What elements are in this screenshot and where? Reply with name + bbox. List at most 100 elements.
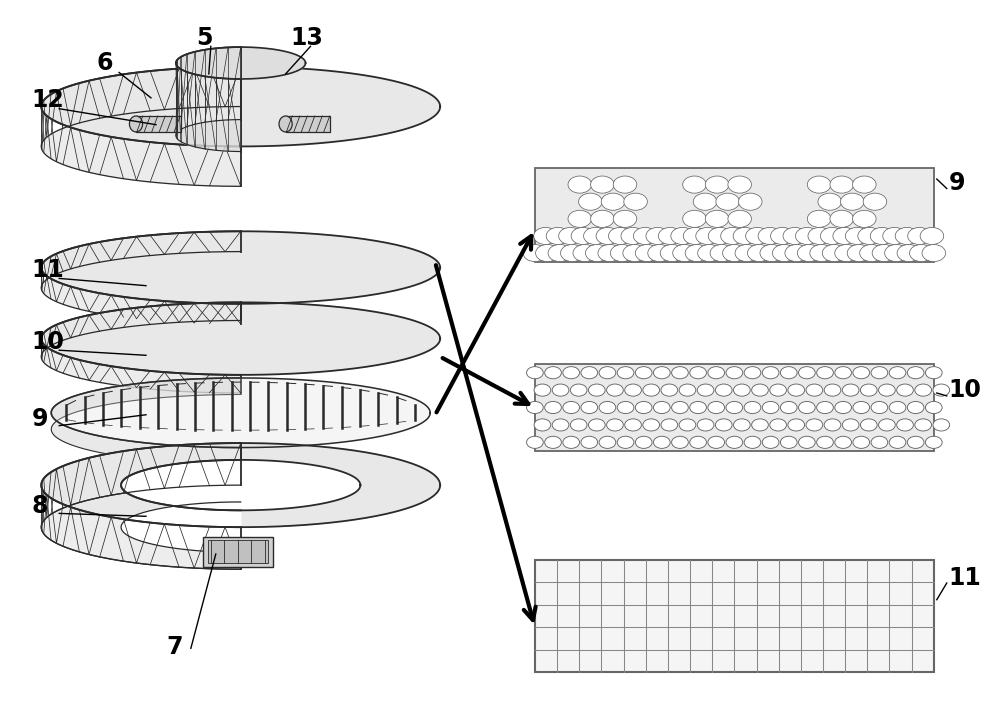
Circle shape <box>573 245 597 261</box>
Circle shape <box>733 227 757 245</box>
Circle shape <box>527 401 543 414</box>
Circle shape <box>534 384 551 396</box>
Circle shape <box>599 401 616 414</box>
Circle shape <box>845 227 869 245</box>
Circle shape <box>705 210 729 227</box>
Circle shape <box>599 367 616 379</box>
Circle shape <box>601 193 625 210</box>
Circle shape <box>925 367 942 379</box>
Circle shape <box>907 436 924 448</box>
Bar <box>208 540 268 563</box>
Circle shape <box>762 367 779 379</box>
Circle shape <box>734 384 750 396</box>
Circle shape <box>842 419 859 431</box>
Text: 8: 8 <box>31 494 48 518</box>
Circle shape <box>817 367 833 379</box>
Circle shape <box>579 193 602 210</box>
Circle shape <box>696 227 719 245</box>
Circle shape <box>607 419 623 431</box>
Polygon shape <box>121 460 241 553</box>
Circle shape <box>653 401 670 414</box>
Circle shape <box>885 245 908 261</box>
Circle shape <box>915 419 932 431</box>
Bar <box>203 537 273 567</box>
Circle shape <box>715 419 732 431</box>
Circle shape <box>548 245 572 261</box>
Circle shape <box>527 436 543 448</box>
Circle shape <box>889 436 906 448</box>
Circle shape <box>534 227 557 245</box>
Circle shape <box>795 227 819 245</box>
Circle shape <box>871 436 888 448</box>
Circle shape <box>599 436 616 448</box>
Circle shape <box>613 176 637 193</box>
Circle shape <box>613 210 637 227</box>
Circle shape <box>863 193 887 210</box>
Circle shape <box>598 245 621 261</box>
Circle shape <box>858 227 881 245</box>
Circle shape <box>568 176 592 193</box>
Ellipse shape <box>279 116 292 132</box>
Circle shape <box>625 384 641 396</box>
Circle shape <box>635 245 659 261</box>
Circle shape <box>545 436 561 448</box>
Bar <box>286 116 330 132</box>
Circle shape <box>925 401 942 414</box>
Circle shape <box>752 419 768 431</box>
Circle shape <box>715 384 732 396</box>
Circle shape <box>933 419 950 431</box>
Text: 7: 7 <box>166 635 182 659</box>
Circle shape <box>833 227 856 245</box>
Polygon shape <box>41 232 241 324</box>
Circle shape <box>797 245 821 261</box>
Circle shape <box>841 193 864 210</box>
Circle shape <box>871 367 888 379</box>
Circle shape <box>570 419 587 431</box>
Circle shape <box>895 227 919 245</box>
Circle shape <box>705 176 729 193</box>
Circle shape <box>738 193 762 210</box>
Circle shape <box>788 384 805 396</box>
Circle shape <box>771 227 794 245</box>
Circle shape <box>523 245 547 261</box>
Circle shape <box>808 227 831 245</box>
Circle shape <box>635 401 652 414</box>
Text: 5: 5 <box>196 26 212 50</box>
Text: 12: 12 <box>31 87 64 111</box>
Circle shape <box>770 384 786 396</box>
Circle shape <box>728 210 751 227</box>
Circle shape <box>908 227 931 245</box>
Circle shape <box>770 419 786 431</box>
Circle shape <box>623 245 646 261</box>
Circle shape <box>581 401 598 414</box>
Circle shape <box>570 384 587 396</box>
Circle shape <box>568 210 592 227</box>
Polygon shape <box>41 443 241 569</box>
Circle shape <box>726 401 743 414</box>
Circle shape <box>716 193 739 210</box>
Circle shape <box>588 384 605 396</box>
Circle shape <box>872 245 896 261</box>
Circle shape <box>870 227 894 245</box>
Circle shape <box>726 367 743 379</box>
Circle shape <box>853 210 876 227</box>
Ellipse shape <box>129 116 143 132</box>
Circle shape <box>907 401 924 414</box>
Circle shape <box>830 210 853 227</box>
Circle shape <box>835 401 851 414</box>
Circle shape <box>723 245 746 261</box>
Circle shape <box>633 227 657 245</box>
Circle shape <box>760 245 784 261</box>
Bar <box>136 116 181 132</box>
Circle shape <box>799 367 815 379</box>
Circle shape <box>635 436 652 448</box>
Circle shape <box>596 227 620 245</box>
Circle shape <box>545 367 561 379</box>
Circle shape <box>758 227 782 245</box>
Circle shape <box>783 227 807 245</box>
Circle shape <box>824 384 841 396</box>
Circle shape <box>734 419 750 431</box>
Circle shape <box>685 245 709 261</box>
Circle shape <box>563 436 580 448</box>
Circle shape <box>585 245 609 261</box>
